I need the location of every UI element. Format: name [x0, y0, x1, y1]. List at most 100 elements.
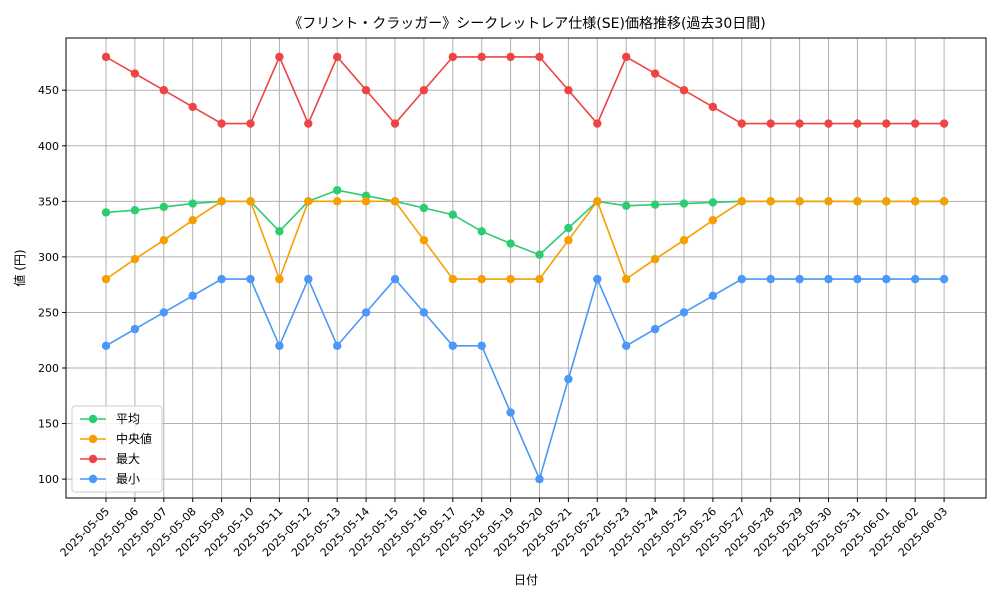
data-point: [275, 52, 284, 62]
data-point: [911, 119, 920, 128]
data-point: [622, 201, 631, 210]
data-point: [737, 274, 746, 284]
series-line: [105, 199, 945, 282]
data-point: [564, 223, 573, 233]
data-point: [217, 119, 226, 128]
data-point: [304, 119, 313, 128]
x-axis-ticks: 2025-05-052025-05-062025-05-072025-05-08…: [58, 498, 950, 559]
legend-marker: [88, 454, 98, 464]
data-point: [679, 308, 689, 317]
data-point: [853, 119, 862, 128]
data-point: [853, 197, 862, 206]
data-point: [535, 52, 544, 62]
data-point: [911, 274, 920, 284]
data-point: [650, 200, 660, 209]
series-line: [105, 189, 945, 256]
data-point: [130, 69, 140, 78]
data-point: [130, 254, 140, 264]
data-point: [535, 474, 544, 484]
data-point: [824, 119, 833, 128]
data-point: [246, 197, 255, 206]
legend-marker: [88, 434, 98, 444]
data-point: [390, 197, 400, 206]
data-point: [939, 119, 949, 128]
data-point: [564, 374, 573, 384]
data-point: [159, 202, 168, 212]
data-point: [333, 197, 342, 206]
data-point: [882, 119, 891, 128]
data-point: [188, 291, 197, 300]
data-point: [304, 197, 313, 206]
legend-label: 最小: [116, 472, 140, 486]
data-point: [159, 86, 168, 95]
data-point: [275, 227, 284, 236]
legend-marker: [88, 474, 98, 484]
series-平均: [101, 186, 949, 259]
data-point: [650, 324, 660, 334]
y-tick-label: 100: [38, 473, 59, 486]
data-point: [333, 186, 342, 195]
data-point: [708, 216, 718, 225]
data-point: [593, 197, 602, 206]
series-中央値: [101, 197, 949, 284]
data-point: [535, 274, 544, 284]
data-point: [795, 274, 804, 284]
data-point: [188, 199, 197, 208]
data-point: [448, 210, 457, 219]
y-axis-ticks: 100 150 200 250 300 350 400 450: [38, 84, 66, 486]
grid: [66, 38, 986, 498]
data-point: [911, 197, 920, 206]
data-point: [650, 69, 660, 78]
data-point: [737, 197, 746, 206]
data-point: [564, 86, 573, 95]
y-tick-label: 250: [38, 306, 59, 319]
data-point: [766, 274, 775, 284]
plot-frame: [65, 37, 987, 499]
data-point: [477, 341, 486, 350]
data-point: [939, 197, 949, 206]
data-point: [622, 274, 631, 284]
series-最小: [101, 274, 949, 484]
data-point: [130, 324, 140, 334]
data-point: [679, 199, 689, 208]
y-tick-label: 150: [38, 418, 59, 431]
data-point: [824, 274, 833, 284]
data-point: [419, 236, 429, 245]
y-tick-label: 200: [38, 362, 59, 375]
data-point: [101, 208, 111, 217]
data-point: [737, 119, 746, 128]
data-point: [564, 236, 573, 245]
data-point: [506, 408, 515, 417]
legend-label: 最大: [116, 452, 140, 466]
data-point: [477, 227, 486, 236]
data-point: [333, 52, 342, 62]
data-point: [679, 86, 689, 95]
y-tick-label: 450: [38, 84, 59, 97]
data-point: [477, 52, 486, 62]
data-point: [679, 236, 689, 245]
data-point: [419, 203, 429, 213]
data-point: [361, 308, 371, 317]
chart-title: 《フリント・クラッガー》シークレットレア仕様(SE)価格推移(過去30日間): [288, 16, 765, 32]
y-tick-label: 400: [38, 140, 59, 153]
data-point: [246, 119, 255, 128]
data-point: [708, 102, 718, 112]
data-point: [217, 197, 226, 206]
data-point: [130, 206, 140, 215]
data-point: [853, 274, 862, 284]
data-point: [766, 197, 775, 206]
x-axis-label: 日付: [514, 573, 538, 587]
data-point: [275, 341, 284, 350]
data-point: [506, 239, 515, 248]
data-point: [419, 86, 429, 95]
data-point: [939, 274, 949, 284]
series-最大: [101, 52, 949, 128]
data-point: [275, 274, 284, 284]
series-line: [105, 54, 945, 126]
data-point: [361, 197, 371, 206]
data-point: [361, 86, 371, 95]
data-point: [622, 341, 631, 350]
data-point: [882, 197, 891, 206]
data-point: [708, 198, 718, 207]
